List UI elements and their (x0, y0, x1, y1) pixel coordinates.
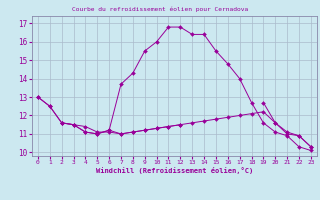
Text: Courbe du refroidissement éolien pour Cernadova: Courbe du refroidissement éolien pour Ce… (72, 6, 248, 11)
X-axis label: Windchill (Refroidissement éolien,°C): Windchill (Refroidissement éolien,°C) (96, 167, 253, 174)
